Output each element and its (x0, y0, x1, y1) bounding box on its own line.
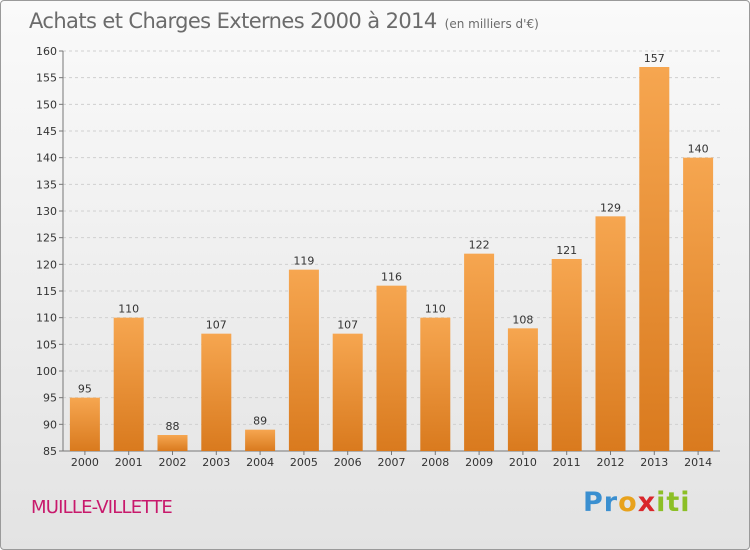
y-tick-label: 105 (36, 338, 57, 351)
x-tick-label: 2013 (640, 456, 668, 469)
y-tick-label: 115 (36, 285, 57, 298)
y-tick-label: 120 (36, 258, 57, 271)
chart-title: Achats et Charges Externes 2000 à 2014 (e… (29, 9, 539, 33)
commune-name: MUILLE-VILLETTE (31, 497, 173, 518)
data-label: 110 (118, 303, 139, 316)
bar (420, 317, 451, 451)
data-label: 110 (425, 303, 446, 316)
bar (639, 67, 670, 451)
logo-letter: o (618, 487, 638, 518)
bar (113, 317, 144, 451)
data-label: 119 (293, 255, 314, 268)
x-tick-label: 2000 (71, 456, 99, 469)
y-tick-label: 100 (36, 365, 57, 378)
data-label: 95 (78, 383, 92, 396)
x-tick-label: 2001 (115, 456, 143, 469)
logo-letter: x (637, 487, 657, 518)
y-tick-label: 160 (36, 45, 57, 58)
logo-letter: r (603, 487, 619, 518)
bar (245, 429, 276, 451)
data-label: 121 (556, 244, 577, 257)
x-tick-label: 2008 (421, 456, 449, 469)
y-tick-label: 85 (43, 445, 57, 458)
data-label: 108 (512, 313, 533, 326)
x-tick-label: 2011 (553, 456, 581, 469)
bar (507, 328, 538, 451)
bar (288, 269, 319, 451)
y-tick-label: 110 (36, 312, 57, 325)
bar (376, 285, 407, 451)
bar (595, 216, 626, 451)
chart-title-main: Achats et Charges Externes 2000 à 2014 (29, 9, 437, 33)
x-tick-label: 2009 (465, 456, 493, 469)
data-label: 122 (469, 239, 490, 252)
bar (464, 253, 495, 451)
y-tick-label: 130 (36, 205, 57, 218)
y-tick-label: 95 (43, 392, 57, 405)
bar (551, 259, 582, 451)
x-tick-label: 2003 (202, 456, 230, 469)
x-tick-label: 2012 (597, 456, 625, 469)
x-tick-label: 2006 (334, 456, 362, 469)
logo-letter: ti (666, 487, 691, 518)
data-label: 88 (166, 420, 180, 433)
data-label: 107 (337, 319, 358, 332)
bar (201, 333, 232, 451)
data-label: 129 (600, 201, 621, 214)
y-tick-label: 150 (36, 98, 57, 111)
y-tick-label: 125 (36, 232, 57, 245)
x-tick-label: 2004 (246, 456, 274, 469)
data-label: 116 (381, 271, 402, 284)
x-tick-label: 2010 (509, 456, 537, 469)
data-label: 157 (644, 52, 665, 65)
data-label: 140 (688, 143, 709, 156)
bar (157, 435, 188, 451)
y-tick-label: 145 (36, 125, 57, 138)
data-label: 89 (253, 415, 267, 428)
x-tick-label: 2002 (159, 456, 187, 469)
x-tick-label: 2005 (290, 456, 318, 469)
logo-letter: P (583, 487, 604, 518)
proxiti-logo: Proxiti (583, 487, 691, 518)
x-tick-label: 2014 (684, 456, 712, 469)
bar (683, 157, 714, 451)
logo-letter: i (656, 487, 667, 518)
bar (69, 397, 100, 451)
data-label: 107 (206, 319, 227, 332)
chart-title-unit: (en milliers d'€) (444, 17, 539, 31)
y-tick-label: 90 (43, 418, 57, 431)
bar (332, 333, 363, 451)
y-tick-label: 140 (36, 152, 57, 165)
y-tick-label: 135 (36, 178, 57, 191)
y-tick-label: 155 (36, 72, 57, 85)
x-tick-label: 2007 (378, 456, 406, 469)
